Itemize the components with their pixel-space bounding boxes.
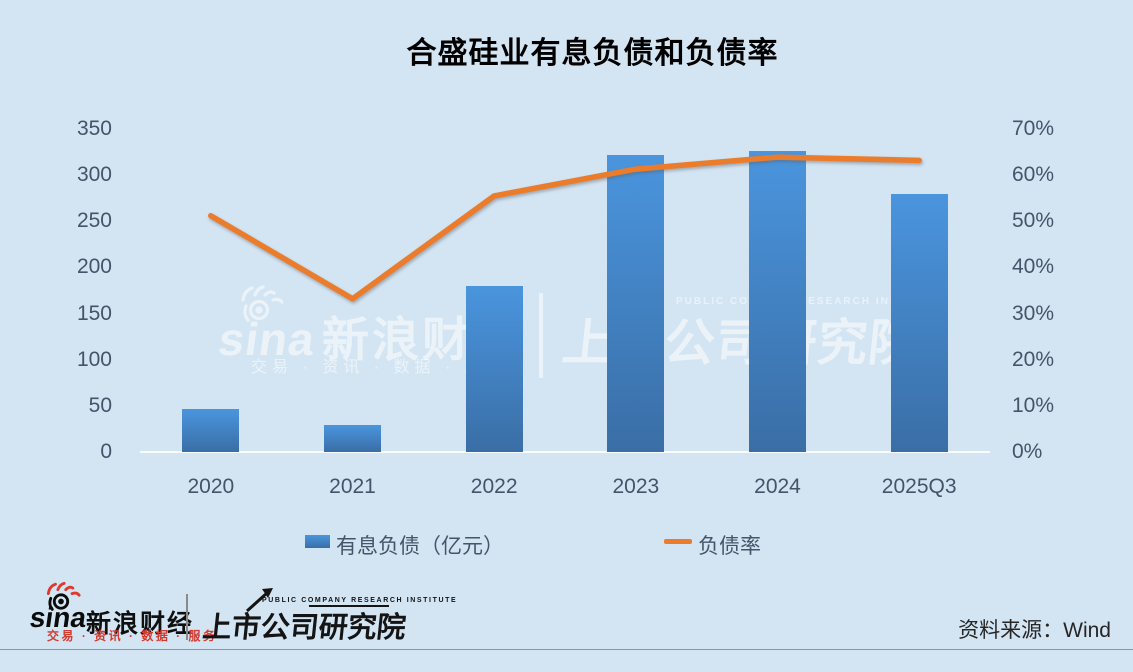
sina-tagline-text: 交易 · 资讯 · 数据 · 服务 [47,629,218,643]
legend-bar-swatch [305,535,330,548]
institute-logo-overbar [309,605,389,607]
data-source-text: 资料来源：Wind [958,619,1111,642]
right-tick-60%: 60% [1012,163,1055,187]
left-tick-350: 350 [76,117,112,140]
institute-logo-text: 上市公司研究院 [201,612,408,644]
x-axis-labels: 2020 2021 2022 2023 2024 2025Q3 [140,475,990,503]
bar-2021 [324,425,381,452]
right-tick-30%: 30% [1012,301,1055,325]
right-tick-20%: 20% [1012,347,1055,371]
chart-title: 合盛硅业有息负债和负债率 [406,37,779,70]
footer-divider [186,594,188,640]
legend-line-swatch [664,539,692,544]
bar-2023 [607,154,665,452]
left-tick-200: 200 [76,255,112,279]
legend-bar-label: 有息负债（亿元） [336,535,504,558]
sina-finance-logo-text: 新浪财经 [86,610,195,638]
x-label-2025Q3: 2025Q3 [881,475,957,498]
left-tick-300: 300 [76,163,112,187]
sina-eye-logo-icon [46,581,81,611]
bar-2022 [465,285,523,452]
right-tick-40%: 40% [1012,255,1055,279]
debt-ratio-line [208,154,922,302]
x-label-2022: 2022 [470,475,518,498]
sina-eye-watermark-icon [241,285,284,322]
sina-tagline-watermark-text: 交易 · 资讯 · 数据 · 服务 [251,359,507,376]
institute-arrow-icon [245,588,273,613]
right-tick-50%: 50% [1012,209,1055,233]
footer: sina 新浪财经 交易 · 资讯 · 数据 · 服务 PUBLIC COMPA… [0,581,1133,672]
left-tick-50: 50 [88,393,112,417]
x-axis-line [140,451,990,453]
legend-line-label: 负债率 [698,535,761,558]
x-label-2020: 2020 [187,475,235,498]
bar-2024 [749,151,806,452]
right-tick-10%: 10% [1012,393,1055,417]
watermark-divider [539,293,543,378]
right-y-axis: 0% 10% 20% 30% 40% 50% 60% 70% [1012,117,1102,463]
left-y-axis: 0 50 100 150 200 250 300 350 [36,117,112,463]
x-label-2024: 2024 [754,475,801,498]
institute-english-text: PUBLIC COMPANY RESEARCH INSTITUTE [262,597,458,604]
left-tick-100: 100 [76,347,112,371]
right-tick-0%: 0% [1012,440,1043,463]
bar-2025Q3 [890,193,948,452]
left-tick-0: 0 [100,440,112,463]
institute-watermark-english-text: PUBLIC COMPANY RESEARCH INSTITUTE [676,296,946,307]
x-label-2023: 2023 [612,475,660,498]
right-tick-70%: 70% [1012,117,1055,140]
left-tick-250: 250 [76,209,112,233]
bar-2020 [182,408,240,452]
x-label-2021: 2021 [329,475,376,498]
footer-rule [0,649,1133,650]
plot-area [140,129,990,453]
left-tick-150: 150 [76,301,112,325]
